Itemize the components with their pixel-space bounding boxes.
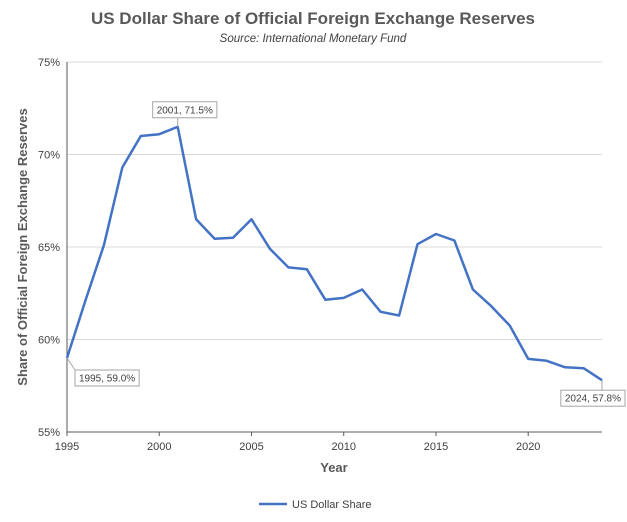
data-label-text: 1995, 59.0% <box>79 374 135 385</box>
data-label: 1995, 59.0% <box>66 357 140 387</box>
data-label-leader <box>66 357 76 371</box>
legend: US Dollar Share <box>259 499 371 511</box>
data-label-box <box>74 369 140 387</box>
chart-subtitle: Source: International Monetary Fund <box>220 33 407 45</box>
y-tick-label: 60% <box>38 335 60 347</box>
x-tick-label: 2005 <box>239 441 263 453</box>
y-tick-label: 55% <box>38 427 60 439</box>
y-tick-label: 75% <box>38 57 60 69</box>
x-axis-title: Year <box>320 460 347 475</box>
data-label: 2024, 57.8% <box>560 380 626 407</box>
data-label-box <box>560 389 626 407</box>
y-tick-label: 70% <box>38 150 60 162</box>
x-tick-label: 2010 <box>331 441 355 453</box>
data-label: 2001, 71.5% <box>152 101 218 127</box>
gridlines <box>67 61 602 340</box>
series-line-us-dollar-share <box>65 125 603 382</box>
y-axis-tick-labels: 55% 60% 65% 70% 75% <box>38 57 60 439</box>
data-label-text: 2001, 71.5% <box>157 105 213 116</box>
legend-label-us-dollar-share: US Dollar Share <box>292 499 371 511</box>
chart-title: US Dollar Share of Official Foreign Exch… <box>91 9 535 28</box>
x-tick-label: 1995 <box>55 441 79 453</box>
data-label-box <box>152 101 218 119</box>
x-tick-label: 2000 <box>147 441 171 453</box>
y-axis-title: Share of Official Foreign Exchange Reser… <box>15 108 30 385</box>
series-layer <box>65 125 603 382</box>
annotations-layer: 1995, 59.0% 2001, 71.5% 2024, 57.8% <box>66 101 626 407</box>
x-tick-label: 2015 <box>424 441 448 453</box>
x-axis-tick-labels: 1995 2000 2005 2010 2015 2020 <box>55 432 540 453</box>
x-tick-label: 2020 <box>516 441 540 453</box>
y-tick-label: 65% <box>38 242 60 254</box>
data-label-text: 2024, 57.8% <box>565 394 621 405</box>
